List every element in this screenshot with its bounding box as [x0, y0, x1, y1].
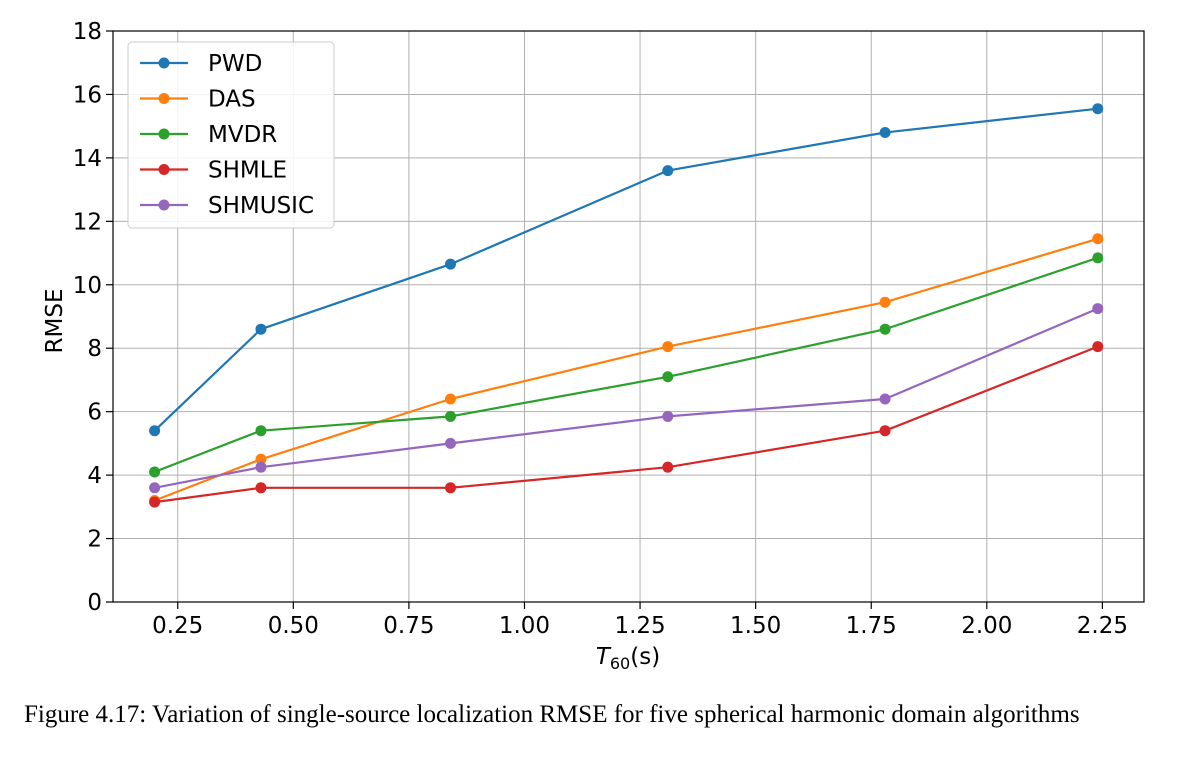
x-tick-label: 2.25	[1077, 613, 1128, 639]
y-tick-label: 2	[87, 527, 102, 553]
x-tick-label: 0.50	[268, 613, 319, 639]
data-point-pwd	[879, 127, 891, 139]
data-point-das	[1092, 233, 1104, 245]
y-tick-label: 4	[87, 463, 102, 489]
figure-caption: Figure 4.17: Variation of single-source …	[24, 701, 1080, 728]
series-line-mvdr	[154, 256, 1099, 473]
series-line-shmusic	[154, 307, 1099, 489]
series-line-pwd	[153, 107, 1098, 432]
data-point-das	[879, 296, 891, 308]
grid-lines	[113, 30, 1144, 603]
data-point-shmusic	[149, 482, 161, 494]
legend-marker-pwd	[158, 57, 170, 69]
series-line-shmle	[154, 345, 1099, 504]
y-axis-label: RMSE	[42, 289, 68, 354]
y-tick-label: 12	[73, 209, 102, 235]
data-point-mvdr	[1092, 252, 1104, 264]
legend-marker-shmusic	[158, 199, 170, 211]
tick-layer: 0.25 0.50 0.75 1.00 1.25 1.50 1.75 2.00 2.25 0 2 4 6…	[73, 19, 1128, 639]
data-point-shmusic	[662, 410, 674, 422]
x-tick-label: 1.75	[846, 613, 897, 639]
x-axis-label-main: T	[596, 644, 612, 670]
y-tick-label: 16	[73, 82, 102, 108]
data-point-shmle	[1092, 341, 1104, 353]
data-point-shmusic	[879, 393, 891, 405]
data-point-das	[445, 393, 457, 405]
legend: PWD DAS MVDR SHMLE SHMUSIC	[127, 41, 335, 229]
data-point-shmusic	[255, 461, 267, 473]
y-tick-label: 8	[87, 336, 102, 362]
x-axis-label-unit: (s)	[630, 644, 660, 670]
x-tick-label: 0.75	[383, 613, 434, 639]
data-point-pwd	[445, 258, 457, 270]
y-tick-label: 14	[73, 146, 102, 172]
legend-label-shmle: SHMLE	[208, 158, 287, 184]
y-tick-label: 10	[73, 273, 102, 299]
data-point-mvdr	[879, 323, 891, 335]
series-line-das	[154, 237, 1099, 502]
x-axis-label: T60(s)	[596, 644, 660, 673]
legend-marker-shmle	[158, 164, 170, 175]
legend-box	[127, 41, 335, 229]
data-point-mvdr	[445, 410, 457, 422]
legend-label-shmusic: SHMUSIC	[208, 193, 314, 219]
series-layer	[149, 103, 1104, 508]
y-tick-label: 6	[87, 400, 102, 426]
legend-label-pwd: PWD	[208, 51, 262, 77]
data-point-shmle	[149, 496, 161, 508]
legend-label-das: DAS	[208, 87, 256, 113]
y-tick-label: 0	[87, 590, 102, 616]
data-point-das	[255, 453, 267, 465]
x-tick-label: 0.25	[152, 613, 203, 639]
data-point-mvdr	[149, 466, 161, 478]
data-point-shmle	[445, 482, 457, 494]
data-point-shmle	[662, 461, 674, 473]
data-point-das	[662, 341, 674, 353]
data-point-pwd	[1092, 103, 1104, 115]
x-tick-label: 1.50	[730, 613, 781, 639]
data-point-mvdr	[255, 425, 267, 437]
data-point-shmusic	[1092, 303, 1104, 315]
x-tick-label: 2.00	[961, 613, 1012, 639]
data-point-shmusic	[445, 437, 457, 449]
legend-label-mvdr: MVDR	[208, 122, 277, 148]
y-tick-label: 18	[73, 19, 102, 45]
data-point-shmle	[879, 425, 891, 437]
legend-marker-das	[158, 93, 170, 104]
x-axis-label-subscript: 60	[610, 654, 630, 673]
data-point-pwd	[662, 165, 674, 177]
data-point-mvdr	[662, 371, 674, 383]
plot-frame	[112, 30, 1145, 603]
data-point-shmle	[255, 482, 267, 494]
rmse-line-chart: 0.25 0.50 0.75 1.00 1.25 1.50 1.75 2.00 2.25 0 2 4 6…	[42, 19, 1145, 673]
x-tick-label: 1.25	[614, 613, 665, 639]
data-point-pwd	[255, 323, 267, 335]
data-point-pwd	[149, 425, 161, 437]
x-tick-label: 1.00	[499, 613, 550, 639]
legend-marker-mvdr	[158, 128, 170, 140]
